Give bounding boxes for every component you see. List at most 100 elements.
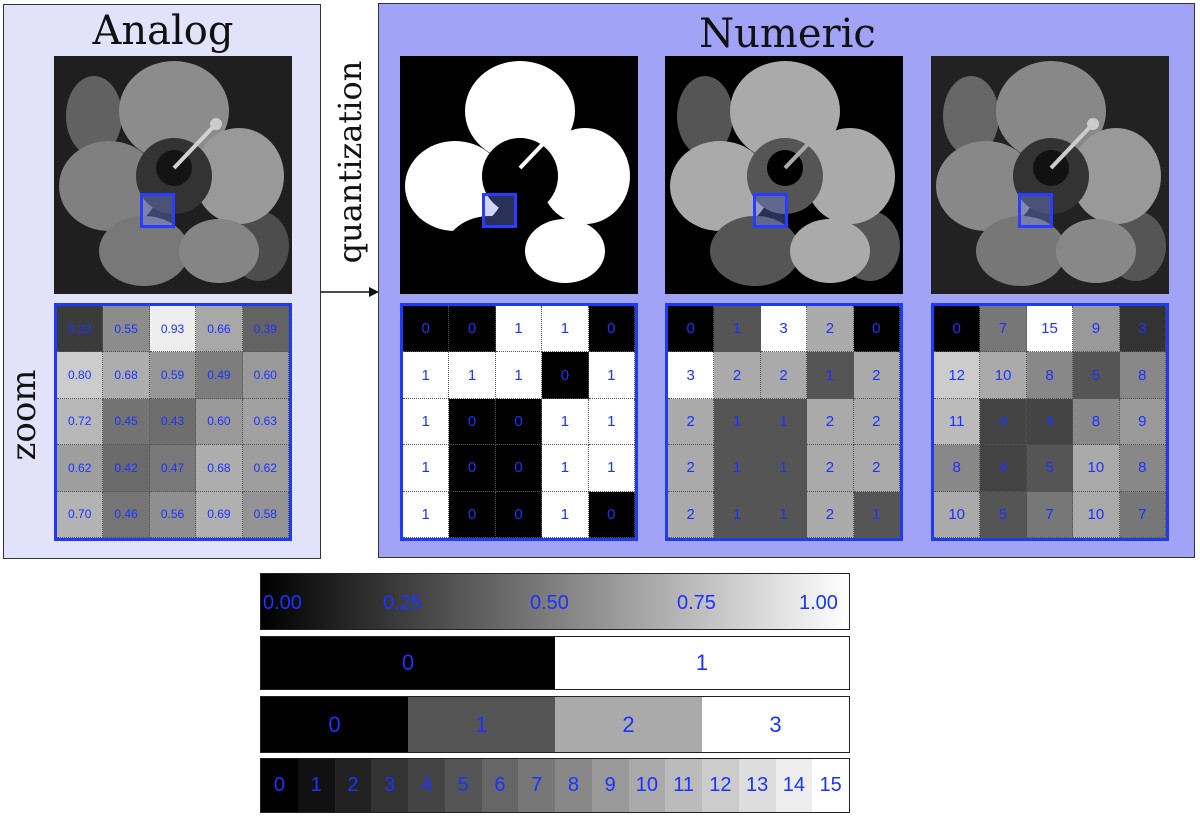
grid-cell: 0 bbox=[668, 306, 715, 353]
grid-cell: 10 bbox=[1073, 445, 1120, 492]
zoom-label: zoom bbox=[4, 369, 44, 461]
level-segment: 7 bbox=[518, 759, 555, 812]
grid-cell: 2 bbox=[714, 352, 761, 399]
grid-cell: 0.60 bbox=[242, 352, 289, 399]
grid-cell: 7 bbox=[1119, 491, 1166, 538]
analog-zoom-grid: 0.23 0.55 0.93 0.66 0.39 0.80 0.68 0.59 0.49 0.60… bbox=[54, 303, 292, 541]
grid-cell: 5 bbox=[1073, 352, 1120, 399]
grid-cell: 1 bbox=[714, 306, 761, 353]
grid-cell: 0.69 bbox=[196, 491, 243, 538]
grid-cell: 0.59 bbox=[149, 352, 197, 399]
4bit-levels-bar: 0 1 2 3 4 5 6 7 8 9 10 11 12 13 14 15 bbox=[260, 758, 850, 813]
grid-cell: 5 bbox=[980, 491, 1027, 538]
grid-cell: 0.39 bbox=[242, 306, 289, 353]
grid-cell: 2 bbox=[668, 398, 715, 446]
grid-cell: 0 bbox=[542, 352, 589, 399]
grid-cell: 1 bbox=[807, 352, 854, 399]
grid-cell: 1 bbox=[714, 491, 761, 538]
level-segment: 0 bbox=[261, 759, 298, 812]
analog-title: Analog bbox=[92, 8, 234, 54]
grid-cell: 0.63 bbox=[242, 398, 289, 446]
grid-cell: 1 bbox=[588, 352, 635, 399]
grid-cell: 3 bbox=[1119, 306, 1166, 353]
quantization-label: quantization bbox=[331, 60, 369, 264]
level-segment: 10 bbox=[628, 759, 666, 812]
grid-cell: 0.43 bbox=[149, 398, 197, 446]
grid-cell: 10 bbox=[980, 352, 1027, 399]
grid-cell: 12 bbox=[934, 352, 981, 399]
grid-cell: 0 bbox=[588, 306, 635, 353]
grid-cell: 8 bbox=[1026, 352, 1074, 399]
grid-cell: 1 bbox=[760, 398, 808, 446]
level-segment: 3 bbox=[702, 697, 849, 752]
grid-cell: 0.45 bbox=[103, 398, 150, 446]
grid-cell: 9 bbox=[1119, 398, 1166, 446]
level-segment: 9 bbox=[591, 759, 629, 812]
grid-cell: 2 bbox=[807, 398, 854, 446]
numeric-title: Numeric bbox=[699, 11, 876, 57]
grid-cell: 1 bbox=[760, 445, 808, 492]
4bit-zoom-grid: 0 7 15 9 3 12 10 8 5 8 11 4 4 8 9 8 4 5 10 8 10 5 7 10 7 bbox=[931, 303, 1169, 541]
grid-cell: 5 bbox=[1026, 445, 1074, 492]
grid-cell: 0.62 bbox=[242, 445, 289, 492]
zoom-region-1bit bbox=[482, 193, 517, 228]
grid-cell: 2 bbox=[668, 445, 715, 492]
zoom-region-analog bbox=[140, 193, 175, 228]
grid-cell: 2 bbox=[853, 352, 900, 399]
grid-cell: 1 bbox=[760, 491, 808, 538]
grid-cell: 0.42 bbox=[103, 445, 150, 492]
grid-cell: 0.93 bbox=[149, 306, 197, 353]
grid-cell: 11 bbox=[934, 398, 981, 446]
grid-cell: 15 bbox=[1026, 306, 1074, 353]
grid-cell: 0.68 bbox=[103, 352, 150, 399]
grid-cell: 3 bbox=[668, 352, 715, 399]
scale-tick-label: 0.00 bbox=[263, 592, 302, 614]
grid-cell: 1 bbox=[449, 352, 496, 399]
level-segment: 8 bbox=[555, 759, 592, 812]
grid-cell: 4 bbox=[980, 445, 1027, 492]
grid-cell: 7 bbox=[1026, 491, 1074, 538]
grid-cell: 7 bbox=[980, 306, 1027, 353]
level-segment: 5 bbox=[444, 759, 482, 812]
grid-cell: 2 bbox=[853, 398, 900, 446]
grid-cell: 1 bbox=[542, 491, 589, 538]
level-segment: 12 bbox=[702, 759, 739, 812]
grid-cell: 0.80 bbox=[57, 352, 104, 399]
grid-cell: 0.66 bbox=[196, 306, 243, 353]
grid-cell: 8 bbox=[1119, 445, 1166, 492]
grid-cell: 0.46 bbox=[103, 491, 150, 538]
grid-cell: 4 bbox=[1026, 398, 1074, 446]
level-segment: 1 bbox=[408, 697, 555, 752]
grid-cell: 0.72 bbox=[57, 398, 104, 446]
grid-cell: 0 bbox=[449, 306, 496, 353]
grid-cell: 8 bbox=[934, 445, 981, 492]
level-segment: 0 bbox=[261, 637, 555, 689]
grid-cell: 2 bbox=[807, 445, 854, 492]
level-segment: 2 bbox=[334, 759, 372, 812]
grid-cell: 2 bbox=[853, 445, 900, 492]
grid-cell: 2 bbox=[807, 491, 854, 538]
grid-cell: 0 bbox=[449, 445, 496, 492]
level-segment: 1 bbox=[297, 759, 335, 812]
scale-tick-label: 0.25 bbox=[383, 592, 422, 614]
grid-cell: 0.49 bbox=[196, 352, 243, 399]
grid-cell: 0.58 bbox=[242, 491, 289, 538]
flower-image-1bit bbox=[400, 56, 638, 294]
grid-cell: 0 bbox=[403, 306, 450, 353]
grid-cell: 0.55 bbox=[103, 306, 150, 353]
level-segment: 2 bbox=[555, 697, 702, 752]
grid-cell: 1 bbox=[495, 352, 543, 399]
grid-cell: 0.70 bbox=[57, 491, 104, 538]
grid-cell: 1 bbox=[495, 306, 543, 353]
level-segment: 13 bbox=[738, 759, 776, 812]
grid-cell: 0 bbox=[495, 398, 543, 446]
grid-cell: 8 bbox=[1119, 352, 1166, 399]
grid-cell: 0.23 bbox=[57, 306, 104, 353]
grid-cell: 10 bbox=[934, 491, 981, 538]
flower-image-2bit bbox=[665, 56, 903, 294]
grid-cell: 3 bbox=[760, 306, 808, 353]
